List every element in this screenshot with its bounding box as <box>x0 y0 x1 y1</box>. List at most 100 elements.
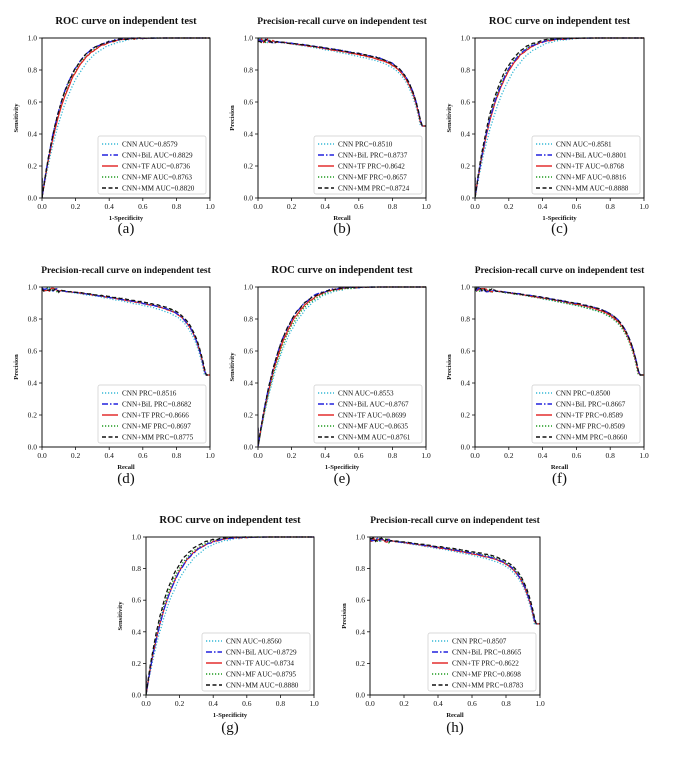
chart-title: Precision-recall curve on independent te… <box>41 266 211 276</box>
plot-frame <box>41 286 211 448</box>
legend-label: CNN PRC=0.8500 <box>556 390 611 398</box>
x-tick-label: 0.2 <box>399 699 409 708</box>
y-tick-label: 0.4 <box>461 379 471 388</box>
x-tick-label: 0.6 <box>242 699 252 708</box>
chart-title: Precision-recall curve on independent te… <box>370 516 540 526</box>
x-tick-label: 0.0 <box>470 451 480 460</box>
x-tick-label: 0.4 <box>538 202 548 211</box>
legend-label: CNN+MF AUC=0.8763 <box>122 174 192 182</box>
legend: CNN PRC=0.8500 CNN+BiL PRC=0.8667 CNN+TF P… <box>531 384 641 444</box>
y-tick-label: 0.8 <box>244 66 254 75</box>
y-tick-label: 0.8 <box>28 66 38 75</box>
series-line-cnn-mm <box>370 536 540 625</box>
y-tick-label: 0.6 <box>244 98 254 107</box>
x-tick-label: 0.6 <box>572 202 582 211</box>
y-tick-label: 0.8 <box>132 564 142 573</box>
legend-label: CNN+MF AUC=0.8816 <box>556 174 626 182</box>
series-line-cnn-mm <box>258 38 426 127</box>
legend-label: CNN+TF AUC=0.8736 <box>122 163 190 171</box>
legend-label: CNN AUC=0.8553 <box>338 390 394 398</box>
x-tick-label: 0.0 <box>37 451 47 460</box>
x-tick-label: 0.6 <box>138 202 148 211</box>
chart-title: ROC curve on independent test <box>271 265 413 276</box>
y-tick-label: 0.4 <box>461 130 471 139</box>
x-tick-label: 0.8 <box>501 699 511 708</box>
y-tick-label: 0.0 <box>356 691 366 700</box>
legend-label: CNN+TF PRC=0.8666 <box>122 412 189 420</box>
x-tick-label: 0.8 <box>388 451 398 460</box>
y-tick-label: 0.2 <box>461 162 471 171</box>
x-tick-label: 0.4 <box>433 699 443 708</box>
legend-label: CNN+TF AUC=0.8768 <box>556 163 624 171</box>
x-axis-label: 1-Specificity <box>109 215 144 222</box>
panel-caption-g: (g) <box>221 720 239 736</box>
y-tick-label: 0.8 <box>356 564 366 573</box>
chart-series-group <box>42 287 210 376</box>
x-tick-label: 0.8 <box>606 451 616 460</box>
plot-frame <box>41 37 211 199</box>
x-tick-label: 1.0 <box>535 699 545 708</box>
series-line-cnn-bil <box>146 536 314 695</box>
chart-title: ROC curve on independent test <box>159 515 301 526</box>
legend-label: CNN+MF AUC=0.8795 <box>226 671 296 679</box>
y-tick-label: 0.0 <box>28 443 38 452</box>
series-line-cnn <box>258 38 426 127</box>
x-tick-label: 1.0 <box>421 451 431 460</box>
legend-label: CNN+MF PRC=0.8697 <box>122 423 191 431</box>
y-axis-label: Sensitivity <box>13 103 20 133</box>
y-tick-label: 0.6 <box>28 98 38 107</box>
series-line-cnn-mm <box>475 37 644 197</box>
y-tick-label: 0.8 <box>244 315 254 324</box>
y-tick-label: 0.8 <box>28 315 38 324</box>
x-axis-label: Recall <box>446 712 464 719</box>
y-axis-label: Sensitivity <box>229 352 236 382</box>
series-line-cnn-bil <box>258 38 426 127</box>
y-tick-label: 0.2 <box>461 411 471 420</box>
y-tick-label: 0.2 <box>28 162 38 171</box>
chart-title: Precision-recall curve on independent te… <box>475 266 645 276</box>
y-tick-label: 1.0 <box>356 533 366 542</box>
y-axis-label: Precision <box>13 354 20 380</box>
chart-panel-c: ROC curve on independent test 0.00.0 0.2 0.… <box>446 16 649 222</box>
series-line-cnn <box>42 287 210 376</box>
y-tick-label: 1.0 <box>132 533 142 542</box>
legend-label: CNN+BiL AUC=0.8767 <box>338 401 409 409</box>
legend-label: CNN+TF PRC=0.8642 <box>338 163 405 171</box>
x-tick-label: 0.2 <box>287 202 297 211</box>
series-line-cnn-mm <box>42 37 210 198</box>
y-tick-label: 0.4 <box>28 379 38 388</box>
y-tick-label: 1.0 <box>461 34 471 43</box>
y-tick-label: 1.0 <box>244 34 254 43</box>
panel-caption-d: (d) <box>117 471 135 487</box>
y-tick-label: 0.6 <box>461 98 471 107</box>
y-tick-label: 0.6 <box>132 596 142 605</box>
legend-label: CNN+BiL PRC=0.8737 <box>338 152 408 160</box>
y-axis-label: Precision <box>341 603 348 629</box>
plot-frame <box>257 37 427 199</box>
legend-label: CNN+TF PRC=0.8622 <box>452 660 519 668</box>
x-tick-label: 0.0 <box>37 202 47 211</box>
x-axis-label: 1-Specificity <box>325 464 360 471</box>
x-tick-label: 0.6 <box>572 451 582 460</box>
legend-label: CNN+BiL AUC=0.8801 <box>556 152 627 160</box>
panel-caption-h: (h) <box>446 720 464 736</box>
y-tick-label: 0.0 <box>28 194 38 203</box>
legend-label: CNN AUC=0.8560 <box>226 638 282 646</box>
y-tick-label: 0.8 <box>461 66 471 75</box>
legend-box <box>97 135 207 195</box>
chart-panel-d: Precision-recall curve on independent te… <box>13 266 215 471</box>
y-tick-label: 0.0 <box>461 194 471 203</box>
chart-title: ROC curve on independent test <box>489 16 631 27</box>
x-tick-label: 0.4 <box>105 202 115 211</box>
x-tick-label: 0.4 <box>538 451 548 460</box>
legend-label: CNN PRC=0.8510 <box>338 141 393 149</box>
y-tick-label: 1.0 <box>28 34 38 43</box>
y-tick-label: 0.2 <box>132 659 142 668</box>
y-tick-label: 0.6 <box>244 347 254 356</box>
x-tick-label: 0.8 <box>606 202 616 211</box>
y-axis-label: Sensitivity <box>446 103 453 133</box>
plot-frame <box>369 536 541 696</box>
y-tick-label: 0.6 <box>28 347 38 356</box>
chart-series-group <box>258 38 426 127</box>
y-tick-label: 0.0 <box>461 443 471 452</box>
